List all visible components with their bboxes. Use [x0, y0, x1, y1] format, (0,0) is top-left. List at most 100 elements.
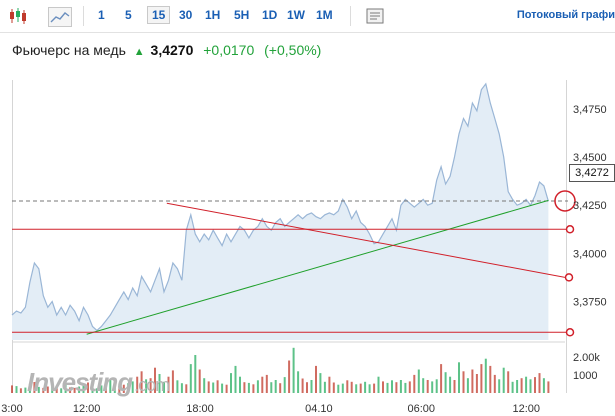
volume-bar [297, 371, 300, 393]
interval-1d[interactable]: 1D [262, 8, 278, 22]
volume-bar [435, 379, 438, 393]
volume-bar [328, 376, 331, 393]
volume-bar [154, 367, 156, 393]
volume-bar [212, 382, 215, 393]
volume-bar [104, 383, 107, 393]
volume-bar [122, 384, 125, 393]
volume-bar [189, 364, 192, 393]
volume-bar [368, 384, 371, 393]
volume-bar [502, 367, 505, 393]
volume-bar [382, 381, 384, 393]
y-tick-label: 3,4000 [573, 248, 607, 260]
x-tick-label: 12:00 [513, 403, 541, 415]
streaming-chart-link[interactable]: Потоковый графи [516, 9, 615, 21]
print-icon[interactable] [364, 7, 386, 25]
volume-bar [395, 382, 398, 393]
instrument-header: Фьючерс на медь ▲ 3,4270 +0,0170 (+0,50%… [12, 42, 321, 58]
interval-5h[interactable]: 5H [234, 8, 250, 22]
volume-bar [399, 380, 402, 393]
x-tick-label: 12:00 [73, 403, 101, 415]
volume-bar [33, 382, 36, 393]
volume-bar [422, 378, 425, 393]
last-price-marker [554, 190, 576, 212]
interval-1w[interactable]: 1W [287, 8, 305, 22]
red-trendline [166, 202, 566, 278]
volume-bar [350, 381, 353, 393]
volume-bar [234, 365, 237, 393]
volume-bar [341, 383, 344, 393]
volume-tick-label: 1000 [573, 370, 597, 382]
volume-bar [529, 379, 532, 393]
volume-bar [453, 380, 456, 393]
green-trendline [86, 199, 549, 335]
volume-bar [131, 381, 134, 393]
volume-bar [11, 385, 13, 393]
volume-bar [239, 376, 241, 393]
price-change: +0,0170 [203, 42, 255, 58]
volume-bar [118, 386, 121, 393]
price-line [11, 82, 549, 332]
volume-bar [221, 383, 224, 393]
volume-bar [82, 385, 85, 393]
price-change-percent: (+0,50%) [264, 42, 322, 58]
volume-bar [28, 383, 31, 393]
line-handle[interactable] [565, 328, 575, 337]
volume-bar [247, 382, 250, 393]
volume-bar [46, 386, 49, 393]
interval-15[interactable]: 15 [147, 6, 171, 24]
volume-bar [359, 383, 362, 393]
volume-bar [373, 383, 376, 393]
volume-bar [337, 384, 340, 393]
x-tick-label: 3:00 [1, 403, 22, 415]
volume-bar [274, 380, 277, 393]
line-handle[interactable] [564, 273, 574, 282]
volume-bar [310, 380, 313, 393]
volume-bar [216, 380, 219, 393]
volume-bar [15, 386, 18, 393]
volume-bar [163, 381, 165, 393]
volume-bar [78, 386, 81, 393]
volume-bar [24, 387, 27, 393]
interval-5[interactable]: 5 [125, 8, 132, 22]
instrument-name: Фьючерс на медь [12, 42, 126, 58]
volume-bar [100, 385, 103, 393]
volume-bar [480, 364, 483, 393]
area-chart-icon[interactable] [48, 7, 72, 27]
interval-30[interactable]: 30 [179, 8, 193, 22]
investing-logo: Investing .com [27, 367, 170, 398]
volume-bar [534, 377, 536, 393]
volume-bar [413, 374, 416, 393]
volume-bar [516, 380, 519, 393]
interval-1[interactable]: 1 [98, 8, 105, 22]
candlestick-chart-icon[interactable] [8, 7, 30, 25]
volume-bar [386, 382, 389, 393]
line-handle[interactable] [565, 225, 575, 234]
volume-bar [301, 378, 304, 393]
interval-1m[interactable]: 1M [316, 8, 333, 22]
volume-bar [319, 373, 322, 393]
volume-bar [252, 384, 255, 393]
volume-bar [525, 376, 528, 393]
volume-bar [265, 374, 268, 393]
volume-bar [127, 383, 130, 393]
volume-bar [542, 378, 545, 393]
volume-bar [346, 380, 349, 393]
volume-bar [283, 377, 286, 393]
volume-bar [140, 371, 143, 393]
volume-bar [458, 362, 460, 393]
volume-bar [171, 370, 174, 393]
x-tick-label: 18:00 [186, 403, 214, 415]
interval-1h[interactable]: 1H [205, 8, 221, 22]
volume-bar [417, 369, 420, 393]
volume-bar [91, 387, 94, 393]
volume-bar [315, 365, 317, 393]
volume-bar [493, 374, 496, 393]
volume-bar [64, 384, 67, 393]
volume-bar [73, 387, 76, 393]
volume-bar [449, 376, 452, 393]
volume-tick-label: 2.00k [573, 352, 600, 364]
volume-bar [136, 376, 139, 393]
volume-bar [471, 369, 474, 393]
volume-bar [95, 388, 98, 393]
